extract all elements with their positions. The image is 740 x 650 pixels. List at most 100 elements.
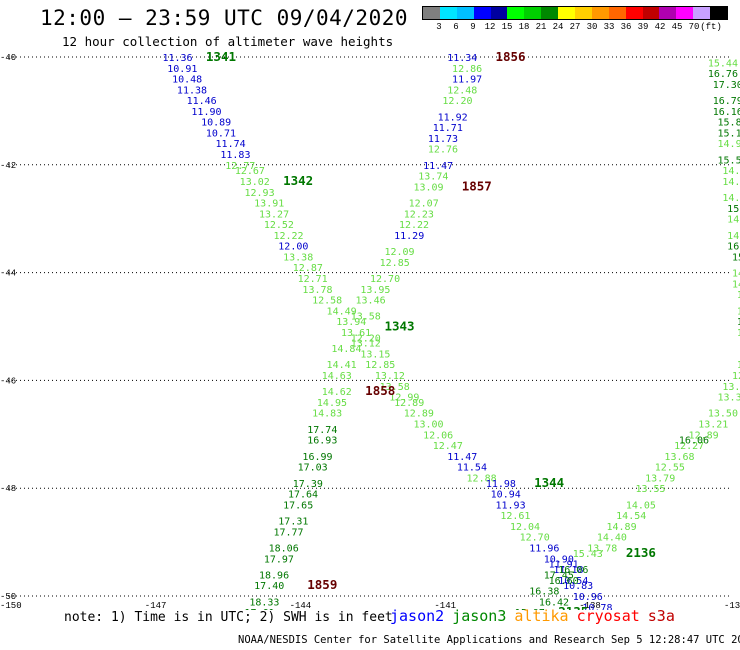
wave-height-value: 12.85 — [380, 258, 410, 269]
wave-height-value: 17.64 — [288, 490, 318, 501]
color-scale-label: 15 — [501, 22, 513, 32]
lat-lon-grid — [8, 56, 732, 597]
wave-height-value: 11.54 — [457, 463, 487, 474]
color-scale-label: 24 — [552, 22, 564, 32]
wave-height-value: 12.20 — [351, 333, 381, 344]
wave-height-value: 16.38 — [529, 587, 559, 598]
wave-height-value: 14.40 — [597, 533, 627, 544]
wave-height-value: 12.04 — [510, 522, 540, 533]
pass-time-label: 2135 — [558, 604, 588, 610]
wave-height-value: 14.90 — [722, 177, 740, 188]
wave-height-value: 16.99 — [302, 452, 332, 463]
lat-tick-label: -40 — [0, 53, 16, 63]
wave-height-value: 10.96 — [573, 592, 603, 603]
wave-height-value: 11.47 — [447, 452, 477, 463]
wave-height-value: 13.09 — [413, 182, 443, 193]
wave-height-value: 14.55 — [737, 328, 740, 339]
wave-height-value: 11.36 — [162, 53, 192, 64]
wave-height-value: 13.12 — [375, 371, 405, 382]
wave-height-value: 11.34 — [447, 53, 477, 64]
wave-height-value: 16.06 — [558, 565, 588, 576]
wave-height-value: 10.83 — [563, 581, 593, 592]
lat-tick-label: -48 — [0, 484, 16, 494]
wave-height-value: 15.83 — [718, 118, 740, 129]
color-scale-label: 9 — [470, 22, 476, 32]
wave-height-value: 16.93 — [307, 436, 337, 447]
wave-height-value: 15.33 — [727, 204, 740, 215]
wave-height-value: 17.61 — [245, 608, 275, 610]
wave-height-value: 13.91 — [254, 199, 284, 210]
color-swatch — [490, 7, 508, 19]
wave-height-value: 12.77 — [225, 161, 255, 172]
lat-tick-label: -46 — [0, 376, 16, 386]
color-scale-label: 42 — [654, 22, 666, 32]
wave-height-value: 15.55 — [718, 155, 740, 166]
wave-height-value: 10.89 — [201, 118, 231, 129]
pass-time-label: 1857 — [462, 178, 492, 193]
wave-height-value: 11.73 — [428, 134, 458, 145]
wave-height-value: 12.99 — [389, 393, 419, 404]
wave-height-value: 11.47 — [423, 161, 453, 172]
wave-height-value: 13.78 — [302, 285, 332, 296]
wave-height-value: 12.27 — [674, 441, 704, 452]
color-scale-label: 3 — [436, 22, 442, 32]
wave-height-value: 16.50 — [727, 242, 740, 253]
wave-height-value: 11.97 — [452, 75, 482, 86]
color-scale-label: 30 — [586, 22, 598, 32]
lat-tick-label: -42 — [0, 161, 16, 171]
wave-height-value: 12.06 — [423, 430, 453, 441]
wave-height-value: 12.70 — [370, 274, 400, 285]
color-scale-label: 27 — [569, 22, 581, 32]
lat-tick-label: -50 — [0, 592, 16, 602]
wave-height-value: 17.39 — [293, 479, 323, 490]
color-scale-label: 21 — [535, 22, 547, 32]
color-swatch — [507, 7, 525, 19]
color-scale-label: 36 — [620, 22, 632, 32]
wave-height-value: 17.30 — [713, 80, 740, 91]
lon-tick-label: -144 — [290, 601, 312, 610]
pass-time-label: 1344 — [534, 475, 564, 490]
wave-height-value: 12.88 — [467, 473, 497, 484]
wave-height-value: 12.89 — [404, 409, 434, 420]
wave-height-value: 13.94 — [336, 317, 366, 328]
wave-height-value: 12.48 — [447, 85, 477, 96]
wave-height-value: 13.76 — [737, 360, 740, 371]
wave-height-value: 13.02 — [240, 177, 270, 188]
color-swatch — [541, 7, 559, 19]
wave-height-value: 12.20 — [442, 96, 472, 107]
wave-height-value: 14.21 — [732, 279, 740, 290]
wave-height-value: 14.91 — [722, 193, 740, 204]
color-swatch — [676, 7, 694, 19]
wave-height-value: 13.78 — [587, 543, 617, 554]
color-scale-label: 70 — [688, 22, 700, 32]
wave-height-value: 13.68 — [664, 452, 694, 463]
color-scale-label: 39 — [637, 22, 649, 32]
wave-height-value: 14.96 — [718, 139, 740, 150]
wave-height-value: 13.36 — [718, 393, 740, 404]
pass-time-label: 1858 — [365, 383, 395, 398]
wave-height-value: 17.77 — [273, 527, 303, 538]
wave-height-value: 16.42 — [539, 597, 569, 608]
pass-time-label: 1342 — [283, 173, 313, 188]
wave-height-value: 15.97 — [515, 608, 545, 610]
wave-height-value: 13.38 — [283, 252, 313, 263]
page-title: 12:00 — 23:59 UTC 09/04/2020 — [40, 6, 409, 30]
altimeter-values: 134111.3610.9110.4811.3811.4611.9010.891… — [162, 49, 740, 610]
wave-height-value: 14.89 — [607, 522, 637, 533]
wave-height-value: 17.97 — [264, 554, 294, 565]
color-scale-labels: 3 6 9 12 15 18 21 24 27 30 33 36 39 42 45 70 (ft) — [422, 22, 728, 34]
wave-height-value: 12.09 — [384, 247, 414, 258]
wave-height-value: 10.91 — [167, 64, 197, 75]
satellite-legend-item: altika — [514, 607, 569, 625]
credit-line: NOAA/NESDIS Center for Satellite Applica… — [238, 634, 740, 646]
wave-height-value: 14.41 — [327, 360, 357, 371]
wave-height-value: 12.61 — [500, 511, 530, 522]
satellite-legend-item: s3a — [647, 607, 675, 625]
wave-height-value: 14.84 — [331, 344, 361, 355]
wave-height-value: 12.22 — [399, 220, 429, 231]
wave-height-value: 14.68 — [727, 215, 740, 226]
wave-height-value: 11.98 — [486, 479, 516, 490]
wave-height-map: -40 -42 -44 -46 -48 -50-150 -147 -144 -141 -138 -1… — [0, 49, 740, 610]
color-swatch — [439, 7, 457, 19]
pass-time-label: 1859 — [307, 577, 337, 592]
